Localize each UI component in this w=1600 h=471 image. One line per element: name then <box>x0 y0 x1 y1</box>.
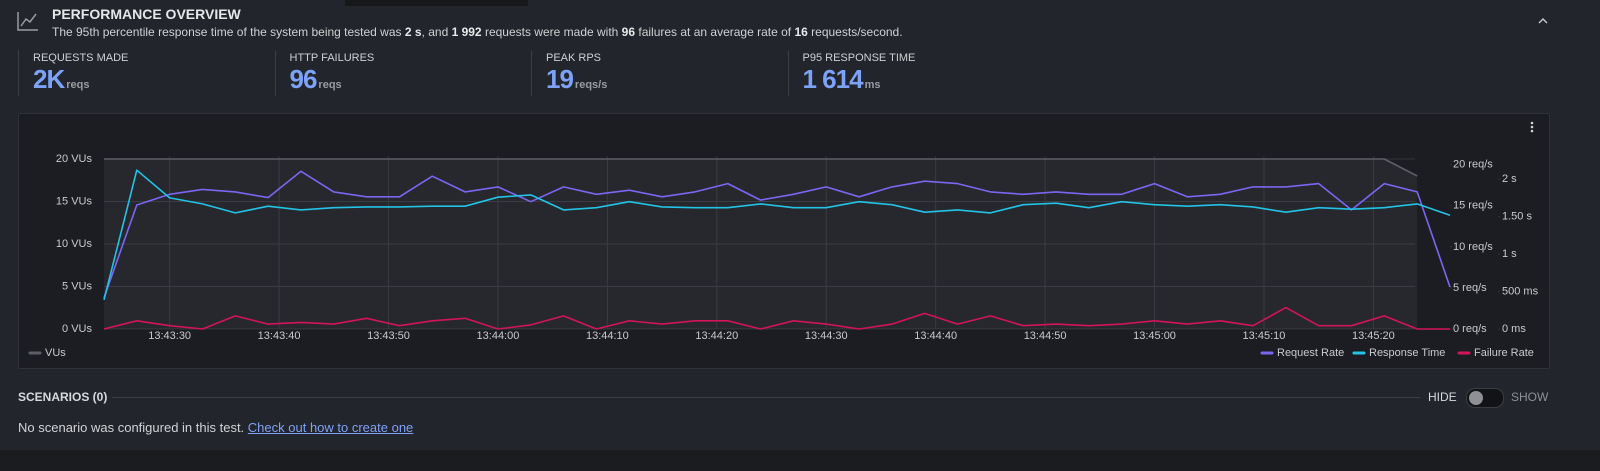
stat-unit: reqs/s <box>574 79 608 91</box>
stat-value-row: 19 reqs/s <box>546 64 786 95</box>
stat-card: HTTP FAILURES 96 reqs <box>274 50 530 96</box>
description-part: The 95th percentile response time of the… <box>52 25 405 39</box>
y3-tick-label: 0 ms <box>1502 323 1526 335</box>
stat-value: 96 <box>289 64 318 94</box>
y-tick-label: 20 VUs <box>56 153 93 165</box>
stat-unit: ms <box>864 79 881 91</box>
stat-label: REQUESTS MADE <box>33 52 129 64</box>
x-tick-label: 13:43:40 <box>258 330 301 342</box>
stat-value: 19 <box>546 64 574 94</box>
series-line <box>103 306 1450 330</box>
description: The 95th percentile response time of the… <box>52 25 903 39</box>
stat-card: P95 RESPONSE TIME 1 614 ms <box>787 50 1043 96</box>
y-tick-label: 15 VUs <box>56 195 93 207</box>
x-tick-label: 13:44:10 <box>586 330 629 342</box>
legend-label: Response Time <box>1369 347 1445 359</box>
message-text: No scenario was configured in this test. <box>18 420 245 435</box>
y-tick-label: 10 VUs <box>56 238 93 250</box>
footer-strip <box>0 450 1600 471</box>
stat-value-row: 2K reqs <box>33 64 273 95</box>
message: No scenario was configured in this test.… <box>18 420 413 435</box>
scenarios-title: SCENARIOS (0) <box>18 390 108 404</box>
toggle-hide-label: HIDE <box>1428 390 1457 404</box>
description-part: 2 s <box>404 25 422 39</box>
series-line <box>104 158 1418 177</box>
stat-value: 1 614 <box>802 64 864 94</box>
x-tick-label: 13:43:50 <box>367 330 410 342</box>
help-link[interactable]: Check out how to create one <box>247 420 414 435</box>
x-tick-label: 13:44:20 <box>695 330 738 342</box>
stat-card: PEAK RPS 19 reqs/s <box>531 50 786 96</box>
series-line <box>103 169 1451 300</box>
y2-tick-label: 10 req/s <box>1453 241 1493 253</box>
y3-tick-label: 500 ms <box>1502 285 1539 297</box>
x-tick-label: 13:44:40 <box>914 330 957 342</box>
x-tick-label: 13:44:30 <box>805 330 848 342</box>
x-tick-label: 13:45:00 <box>1133 330 1176 342</box>
stat-label: P95 RESPONSE TIME <box>802 52 916 64</box>
toggle[interactable] <box>1466 388 1504 408</box>
y3-tick-label: 1 s <box>1502 248 1517 260</box>
y2-tick-label: 15 req/s <box>1453 200 1493 212</box>
stat-card: REQUESTS MADE 2K reqs <box>18 50 273 96</box>
area <box>104 159 1418 329</box>
stat-value-row: 1 614 ms <box>803 64 1043 95</box>
section-title: PERFORMANCE OVERVIEW <box>52 6 241 22</box>
y-tick-label: 5 VUs <box>62 280 92 292</box>
legend-label: VUs <box>45 347 66 359</box>
description-part: 1 992 <box>451 25 482 39</box>
description-part: failures at an average rate of <box>635 25 795 39</box>
description-part: requests/second. <box>807 25 903 39</box>
y3-tick-label: 1.50 s <box>1502 211 1532 223</box>
series-line <box>103 170 1451 299</box>
y2-tick-label: 5 req/s <box>1453 282 1487 294</box>
y3-tick-label: 2 s <box>1502 173 1517 185</box>
description-part: 16 <box>794 25 808 39</box>
legend-label: Request Rate <box>1277 347 1344 359</box>
x-tick-label: 13:44:50 <box>1024 330 1067 342</box>
stat-unit: reqs <box>66 79 90 91</box>
tab <box>345 0 528 6</box>
stat-label: HTTP FAILURES <box>289 52 375 64</box>
stat-value-row: 96 reqs <box>290 64 530 95</box>
stat-label: PEAK RPS <box>546 52 602 64</box>
chart-panel <box>18 113 1550 369</box>
description-part: 96 <box>621 25 636 39</box>
kebab-menu[interactable] <box>1530 121 1534 133</box>
collapse-chevron[interactable] <box>1537 16 1549 26</box>
stat-value: 2K <box>33 64 65 94</box>
divider <box>112 397 1420 398</box>
y2-tick-label: 20 req/s <box>1453 159 1493 171</box>
chart-icon <box>17 12 38 31</box>
toggle-show-label: SHOW <box>1511 390 1549 404</box>
x-tick-label: 13:45:20 <box>1352 330 1395 342</box>
stat-unit: reqs <box>318 79 342 91</box>
description-part: requests were made with <box>481 25 622 39</box>
y-tick-label: 0 VUs <box>62 323 92 335</box>
y2-tick-label: 0 req/s <box>1453 323 1487 335</box>
x-tick-label: 13:43:30 <box>148 330 191 342</box>
description-part: , and <box>421 25 452 39</box>
chart: 0 VUs 5 VUs 10 VUs 15 VUs 20 VUs 0 req/s 5 req… <box>28 121 1539 359</box>
x-tick-label: 13:44:00 <box>477 330 520 342</box>
x-tick-label: 13:45:10 <box>1243 330 1286 342</box>
legend-label: Failure Rate <box>1474 347 1534 359</box>
